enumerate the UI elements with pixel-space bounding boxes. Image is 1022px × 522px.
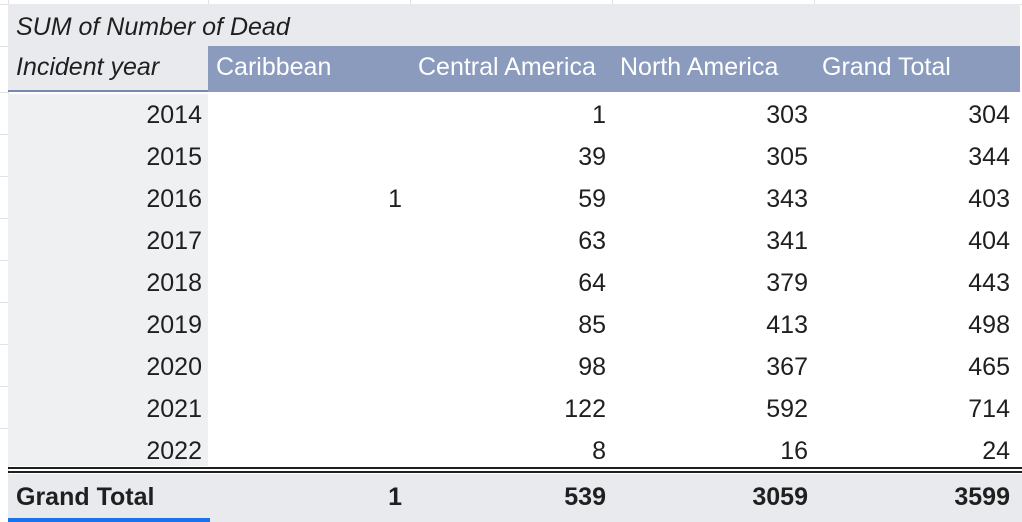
gridline — [612, 0, 613, 4]
row-year[interactable]: 2014 — [146, 101, 202, 129]
row-label-column — [8, 94, 208, 466]
row-year[interactable]: 2018 — [146, 269, 202, 297]
gridline — [0, 428, 8, 429]
cell-central-america[interactable]: 98 — [578, 353, 606, 381]
cell-north-america[interactable]: 343 — [766, 185, 808, 213]
column-header-central-america[interactable]: Central America — [418, 53, 596, 81]
row-header-label: Incident year — [16, 53, 160, 81]
cell-grand-total[interactable]: 465 — [968, 353, 1010, 381]
row-year[interactable]: 2015 — [146, 143, 202, 171]
cell-grand-total[interactable]: 404 — [968, 227, 1010, 255]
cell-grand-total[interactable]: 443 — [968, 269, 1010, 297]
cell-north-america[interactable]: 16 — [780, 437, 808, 465]
cell-central-america[interactable]: 8 — [592, 437, 606, 465]
gridline — [0, 46, 8, 47]
grand-total-caribbean[interactable]: 1 — [388, 483, 402, 511]
row-year[interactable]: 2020 — [146, 353, 202, 381]
cell-caribbean[interactable]: 1 — [388, 185, 402, 213]
cell-central-america[interactable]: 64 — [578, 269, 606, 297]
cell-grand-total[interactable]: 24 — [982, 437, 1010, 465]
cell-central-america[interactable]: 122 — [564, 395, 606, 423]
cell-grand-total[interactable]: 714 — [968, 395, 1010, 423]
cell-north-america[interactable]: 367 — [766, 353, 808, 381]
row-year[interactable]: 2022 — [146, 437, 202, 465]
gridline — [208, 0, 209, 4]
cell-central-america[interactable]: 1 — [592, 101, 606, 129]
grand-total-overall[interactable]: 3599 — [954, 483, 1010, 511]
cell-north-america[interactable]: 341 — [766, 227, 808, 255]
cell-grand-total[interactable]: 304 — [968, 101, 1010, 129]
active-cell-selection — [8, 518, 210, 522]
gridline — [814, 0, 815, 4]
cell-central-america[interactable]: 63 — [578, 227, 606, 255]
cell-grand-total[interactable]: 403 — [968, 185, 1010, 213]
gridline — [0, 92, 8, 93]
column-header-caribbean[interactable]: Caribbean — [216, 53, 332, 81]
gridline — [0, 134, 8, 135]
column-header-band — [208, 46, 1020, 92]
cell-grand-total[interactable]: 498 — [968, 311, 1010, 339]
column-header-north-america[interactable]: North America — [620, 53, 779, 81]
gridline — [0, 260, 8, 261]
cell-north-america[interactable]: 303 — [766, 101, 808, 129]
cell-central-america[interactable]: 39 — [578, 143, 606, 171]
grand-total-label: Grand Total — [16, 483, 155, 511]
cell-grand-total[interactable]: 344 — [968, 143, 1010, 171]
cell-north-america[interactable]: 379 — [766, 269, 808, 297]
total-separator — [8, 467, 1022, 469]
row-header-cell[interactable] — [8, 46, 208, 92]
row-year[interactable]: 2021 — [146, 395, 202, 423]
total-separator — [8, 471, 1022, 473]
gridline — [0, 344, 8, 345]
grand-total-north-america[interactable]: 3059 — [752, 483, 808, 511]
gridline — [410, 0, 411, 4]
pivot-title-cell[interactable] — [8, 4, 1020, 46]
row-year[interactable]: 2016 — [146, 185, 202, 213]
column-header-grand-total[interactable]: Grand Total — [822, 53, 951, 81]
grand-total-row[interactable] — [8, 474, 1022, 522]
gridline — [0, 386, 8, 387]
cell-central-america[interactable]: 85 — [578, 311, 606, 339]
gridline — [0, 302, 8, 303]
gridline — [0, 176, 8, 177]
row-year[interactable]: 2017 — [146, 227, 202, 255]
cell-central-america[interactable]: 59 — [578, 185, 606, 213]
cell-north-america[interactable]: 305 — [766, 143, 808, 171]
cell-north-america[interactable]: 592 — [766, 395, 808, 423]
pivot-title: SUM of Number of Dead — [16, 13, 290, 41]
grand-total-central-america[interactable]: 539 — [564, 483, 606, 511]
gridline — [0, 218, 8, 219]
row-year[interactable]: 2019 — [146, 311, 202, 339]
cell-north-america[interactable]: 413 — [766, 311, 808, 339]
